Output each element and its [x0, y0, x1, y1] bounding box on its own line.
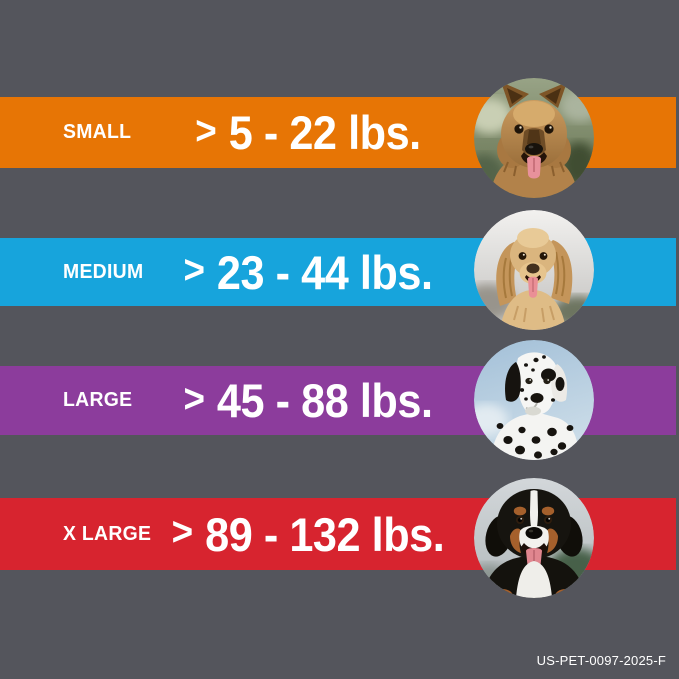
- large-size-label: LARGE: [63, 389, 133, 411]
- greater-than-symbol: >: [183, 376, 205, 421]
- medium-weight-range: > 23 - 44 lbs.: [170, 249, 446, 296]
- small-size-label: SMALL: [63, 121, 132, 143]
- dalmatian-dog-illustration: [474, 340, 594, 460]
- terrier-dog-illustration: [474, 78, 594, 198]
- cocker-spaniel-dog-illustration: [474, 210, 594, 330]
- large-weight-range-text: 45 - 88 lbs.: [216, 374, 433, 427]
- product-code: US-PET-0097-2025-F: [536, 653, 666, 668]
- large-weight-range: > 45 - 88 lbs.: [170, 377, 446, 424]
- bernese-mountain-dog-photo: [474, 478, 594, 598]
- medium-size-label: MEDIUM: [63, 260, 144, 283]
- dalmatian-dog-photo: [474, 340, 594, 460]
- cocker-spaniel-dog-photo: [474, 210, 594, 330]
- xlarge-weight-range: > 89 - 132 lbs.: [170, 511, 446, 558]
- small-weight-range: > 5 - 22 lbs.: [170, 109, 446, 156]
- xlarge-size-label: X LARGE: [63, 522, 152, 545]
- greater-than-symbol: >: [171, 510, 194, 554]
- xlarge-weight-range-text: 89 - 132 lbs.: [205, 507, 445, 561]
- greater-than-symbol: >: [183, 248, 205, 292]
- small-weight-range-text: 5 - 22 lbs.: [228, 106, 421, 159]
- terrier-dog-photo: [474, 78, 594, 198]
- greater-than-symbol: >: [195, 108, 217, 153]
- medium-weight-range-text: 23 - 44 lbs.: [216, 245, 433, 299]
- bernese-mountain-dog-illustration: [474, 478, 594, 598]
